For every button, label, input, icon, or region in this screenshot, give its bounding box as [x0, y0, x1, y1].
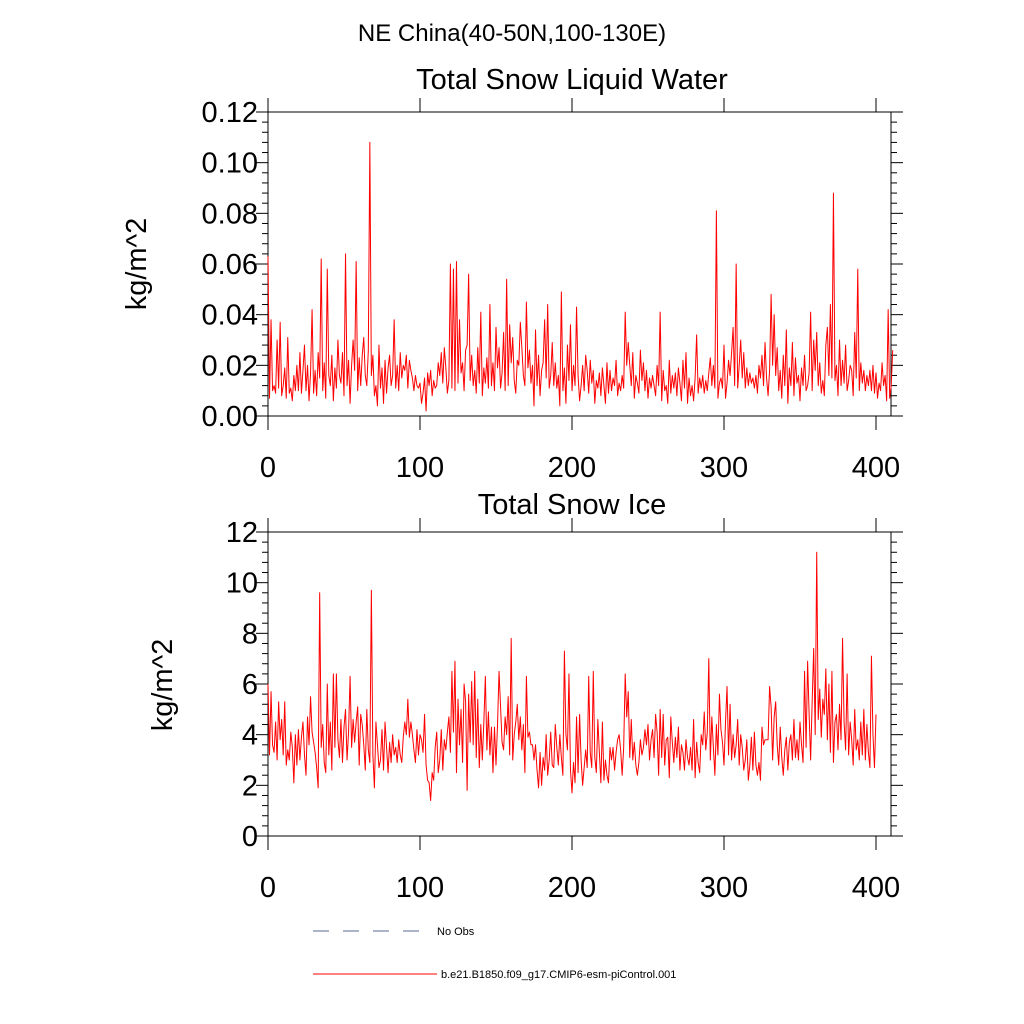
x-tick-label: 200 — [548, 452, 596, 484]
legend-label-model: b.e21.B1850.f09_g17.CMIP6-esm-piControl.… — [441, 969, 676, 981]
x-tick-label: 100 — [396, 872, 444, 904]
figure-suptitle: NE China(40-50N,100-130E) — [358, 20, 666, 47]
panel-snow-liquid-water: Total Snow Liquid Water kg/m^2 0.000.020… — [121, 64, 903, 484]
y-tick-label: 12 — [226, 517, 258, 549]
axes-group: 0 2 4 6 8 10 12 0 100 200 300 400 — [226, 517, 903, 904]
y-tick-label: 0 — [242, 821, 258, 853]
x-tick-label: 300 — [700, 872, 748, 904]
panel-snow-ice: Total Snow Ice kg/m^2 0 2 4 6 8 10 12 0 100 200 30… — [147, 489, 903, 904]
y-tick-label: 8 — [242, 618, 258, 650]
legend: No Obs b.e21.B1850.f09_g17.CMIP6-esm-piC… — [313, 926, 676, 981]
y-axis-label: kg/m^2 — [121, 218, 153, 311]
axes-group: 0.00 0.02 0.04 0.06 0.08 0.10 0.12 0 100 200 300 40… — [202, 97, 903, 484]
y-tick-label: 0.10 — [202, 148, 258, 180]
x-tick-label: 200 — [548, 872, 596, 904]
panel-title: Total Snow Liquid Water — [416, 64, 728, 96]
x-tick-label: 0 — [260, 872, 276, 904]
plot-frame — [267, 531, 892, 837]
y-tick-label: 10 — [226, 568, 258, 600]
y-tick-label: 0.00 — [202, 401, 258, 433]
y-tick-label: 0.04 — [202, 300, 258, 332]
y-tick-label: 4 — [242, 720, 258, 752]
x-tick-label: 400 — [852, 452, 900, 484]
series-line-0 — [267, 551, 877, 802]
y-tick-label: 0.02 — [202, 350, 258, 382]
x-tick-label: 0 — [260, 452, 276, 484]
panel-title: Total Snow Ice — [478, 489, 667, 521]
y-tick-label: 0.12 — [202, 97, 258, 129]
x-tick-label: 300 — [700, 452, 748, 484]
x-tick-label: 100 — [396, 452, 444, 484]
y-tick-label: 6 — [242, 669, 258, 701]
y-tick-label: 2 — [242, 770, 258, 802]
x-tick-label: 400 — [852, 872, 900, 904]
y-tick-label: 0.06 — [202, 249, 258, 281]
y-tick-label: 0.08 — [202, 198, 258, 230]
legend-label-no-obs: No Obs — [437, 926, 475, 938]
series-group — [267, 141, 894, 412]
y-axis-label: kg/m^2 — [147, 639, 179, 732]
series-line-0 — [267, 141, 894, 412]
series-group — [267, 551, 877, 802]
